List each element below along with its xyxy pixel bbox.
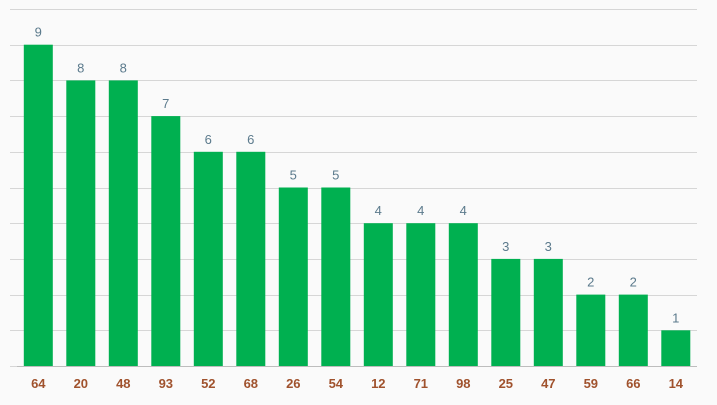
- bar: [491, 258, 521, 366]
- data-label: 7: [162, 96, 169, 111]
- category-label: 20: [74, 376, 88, 391]
- category-label: 93: [159, 376, 173, 391]
- data-label: 4: [375, 203, 382, 218]
- data-label: 5: [290, 168, 297, 183]
- data-label: 8: [120, 60, 127, 75]
- data-label: 4: [460, 203, 467, 218]
- bar: [23, 44, 53, 366]
- bar: [533, 258, 563, 366]
- category-label: 14: [669, 376, 684, 391]
- bar: [363, 223, 393, 366]
- bar: [193, 151, 223, 366]
- category-label: 98: [456, 376, 470, 391]
- data-label: 3: [545, 239, 552, 254]
- data-label: 8: [77, 60, 84, 75]
- category-label: 52: [201, 376, 215, 391]
- data-label: 6: [247, 132, 254, 147]
- category-label: 71: [414, 376, 428, 391]
- category-label: 47: [541, 376, 555, 391]
- data-label: 9: [35, 25, 42, 40]
- category-label: 64: [31, 376, 46, 391]
- category-axis-labels: 64 20 48 93 52 68 26 54 12 71 98 25 47 59 66 14: [31, 376, 684, 391]
- category-label: 66: [626, 376, 640, 391]
- bar: [66, 80, 96, 367]
- bar: [278, 187, 308, 366]
- category-label: 54: [329, 376, 344, 391]
- bar: [661, 330, 691, 366]
- data-label: 2: [630, 275, 637, 290]
- category-label: 12: [371, 376, 385, 391]
- category-label: 26: [286, 376, 300, 391]
- category-label: 48: [116, 376, 130, 391]
- data-labels: 9 8 8 7 6 6 5 5 4 4 4 3 3 2 2 1: [35, 25, 680, 326]
- data-label: 3: [502, 239, 509, 254]
- data-label: 5: [332, 168, 339, 183]
- data-label: 6: [205, 132, 212, 147]
- data-label: 1: [672, 310, 679, 325]
- bar: [151, 116, 181, 366]
- bar: [321, 187, 351, 366]
- bar: [406, 223, 436, 366]
- bar: [108, 80, 138, 367]
- bar: [236, 151, 266, 366]
- bar: [576, 294, 606, 366]
- category-label: 59: [584, 376, 598, 391]
- data-label: 2: [587, 275, 594, 290]
- bars: [23, 44, 691, 367]
- category-label: 68: [244, 376, 258, 391]
- category-label: 25: [499, 376, 513, 391]
- bar: [618, 294, 648, 366]
- data-label: 4: [417, 203, 424, 218]
- bar: [448, 223, 478, 366]
